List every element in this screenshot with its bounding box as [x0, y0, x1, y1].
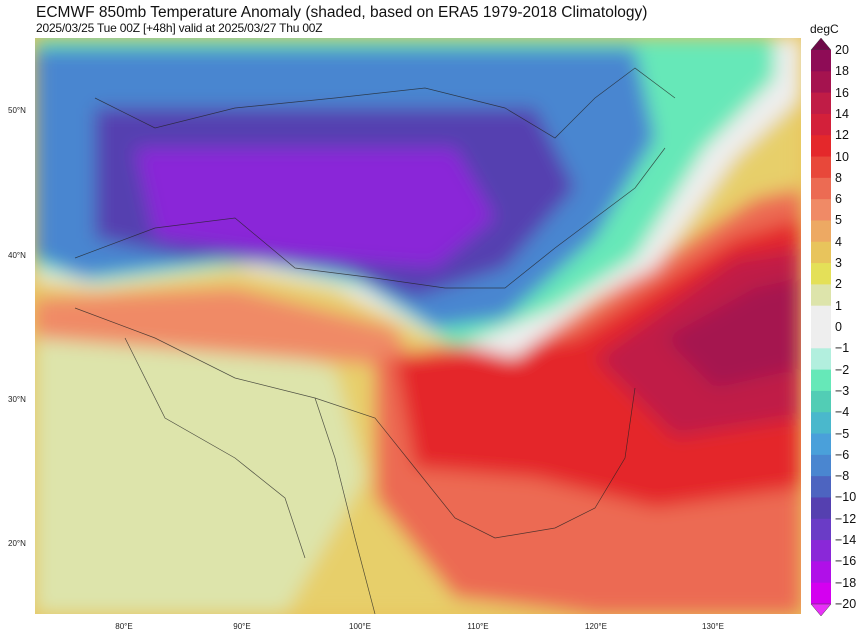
colorbar-tick-label: 1 [835, 298, 842, 313]
colorbar-tick-label: −12 [835, 511, 857, 526]
lat-label: 40°N [8, 251, 26, 260]
colorbar-tick-label: 16 [835, 85, 849, 100]
colorbar-bin [811, 476, 831, 498]
lon-label: 110°E [467, 622, 489, 631]
colorbar-bin [811, 390, 831, 413]
colorbar-tick-label: 6 [835, 192, 842, 207]
colorbar-tick-label: −8 [835, 469, 850, 484]
colorbar-tick-label: 0 [835, 320, 842, 334]
colorbar-unit: degC [810, 22, 839, 36]
colorbar-bin [811, 220, 831, 243]
colorbar-tick-label: −10 [835, 490, 857, 505]
colorbar-bin [811, 156, 831, 179]
colorbar-bin [811, 71, 831, 94]
colorbar-bin [811, 454, 831, 477]
colorbar-bin [811, 177, 831, 200]
lat-label: 50°N [8, 106, 26, 115]
colorbar-bin [811, 305, 831, 328]
colorbar-bin [811, 241, 831, 264]
colorbar-bin [811, 50, 831, 72]
lon-label: 80°E [115, 622, 133, 631]
colorbar-tick-label: 4 [835, 234, 842, 249]
colorbar-tick-label: 12 [835, 128, 849, 143]
colorbar-tick-label: −6 [835, 447, 850, 462]
colorbar-bin [811, 348, 831, 371]
colorbar-bin [811, 113, 831, 136]
colorbar-tick-label: −14 [835, 533, 857, 548]
colorbar-tick-label: 3 [835, 256, 842, 271]
lat-label: 20°N [8, 539, 26, 548]
colorbar-tick-label: −4 [835, 405, 850, 420]
colorbar-extend-min [810, 603, 832, 617]
colorbar-tick-label: −1 [835, 341, 850, 356]
colorbar-tick-label: 8 [835, 170, 842, 185]
temperature-anomaly-map [35, 38, 801, 614]
colorbar-bin [811, 263, 831, 285]
colorbar-tick-label: −2 [835, 362, 850, 377]
colorbar-bin [811, 327, 831, 349]
colorbar-tick-label: −20 [835, 597, 857, 611]
colorbar-tick-label: −3 [835, 383, 850, 398]
colorbar-tick-label: 5 [835, 213, 842, 228]
lon-label: 100°E [349, 622, 371, 631]
colorbar-bin [811, 518, 831, 541]
lon-label: 120°E [585, 622, 607, 631]
colorbar-bin [811, 561, 831, 584]
colorbar-bin [811, 369, 831, 392]
colorbar-bin [811, 284, 831, 307]
colorbar-bin [811, 135, 831, 158]
colorbar-tick-label: 10 [835, 149, 849, 164]
colorbar-bin [811, 540, 831, 562]
colorbar-bin [811, 497, 831, 520]
chart-title: ECMWF 850mb Temperature Anomaly (shaded,… [36, 4, 648, 21]
colorbar-bin [811, 92, 831, 115]
colorbar-tick-label: −16 [835, 554, 857, 569]
colorbar [810, 38, 832, 617]
chart-subtitle: 2025/03/25 Tue 00Z [+48h] valid at 2025/… [36, 21, 323, 35]
colorbar-tick-label: 18 [835, 64, 849, 79]
country-borders [74, 67, 676, 614]
colorbar-bin [811, 412, 831, 435]
colorbar-bin [811, 433, 831, 456]
colorbar-bin [811, 582, 831, 605]
colorbar-tick-label: 2 [835, 277, 842, 292]
lon-label: 90°E [233, 622, 251, 631]
colorbar-bin [811, 199, 831, 221]
colorbar-tick-label: −5 [835, 426, 850, 441]
colorbar-tick-label: 20 [835, 43, 849, 57]
lon-label: 130°E [702, 622, 724, 631]
colorbar-tick-label: 14 [835, 106, 849, 121]
colorbar-tick-label: −18 [835, 575, 857, 590]
colorbar-extend-max [810, 38, 832, 51]
lat-label: 30°N [8, 395, 26, 404]
